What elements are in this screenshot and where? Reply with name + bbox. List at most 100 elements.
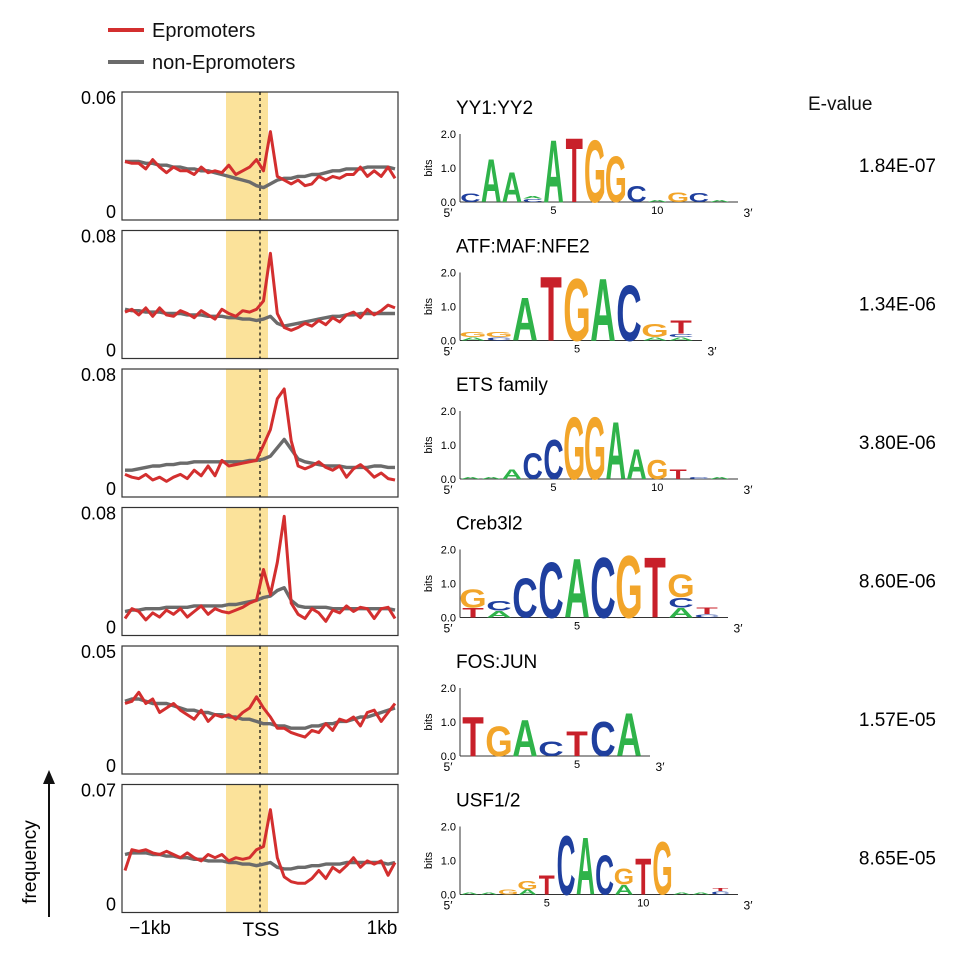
logo-letter-2-3-1: A bbox=[512, 285, 537, 354]
logo-letter-4-5-1: A bbox=[564, 541, 589, 636]
logo-letter-5-6-1: C bbox=[590, 712, 615, 767]
logo-letter-5-1-1: T bbox=[462, 704, 484, 768]
logo-letter-3-12-1: C bbox=[689, 477, 709, 480]
legend-label-non-epromoters: non-Epromoters bbox=[152, 52, 295, 74]
logo-letter-2-8-2: G bbox=[641, 320, 668, 341]
logo-three-prime-5: 3′ bbox=[656, 760, 666, 774]
logo-three-prime-1: 3′ bbox=[744, 206, 754, 220]
evalue-2: 1.34E-06 bbox=[859, 295, 936, 316]
evalue-4: 8.60E-06 bbox=[859, 572, 936, 593]
legend: Epromoters non-Epromoters bbox=[108, 20, 295, 74]
logo-letter-6-10-1: T bbox=[635, 848, 651, 906]
y-tick-max-3: 0.08 bbox=[81, 365, 116, 385]
logo-y-tick-4-2: 2.0 bbox=[441, 545, 456, 557]
logo-letter-1-12-1: C bbox=[689, 190, 710, 205]
logo-letter-5-4-1: C bbox=[538, 738, 563, 761]
logo-letter-3-5-1: C bbox=[543, 430, 563, 492]
tss-highlight-1 bbox=[226, 92, 268, 220]
logo-letter-5-3-1: A bbox=[512, 710, 537, 767]
logo-letter-6-12-1: A bbox=[672, 892, 691, 895]
logo-letter-5-2-1: G bbox=[485, 719, 512, 766]
motif-name-2: ATF:MAF:NFE2 bbox=[456, 237, 590, 258]
logo-letter-6-13-1: A bbox=[692, 892, 711, 895]
tss-highlight-3 bbox=[226, 369, 268, 497]
motif-name-6: USF1/2 bbox=[456, 791, 520, 812]
motif-name-1: YY1:YY2 bbox=[456, 98, 533, 119]
logo-letter-2-4-1: T bbox=[540, 257, 562, 360]
logo-bits-label-3: bits bbox=[423, 436, 435, 454]
logo-bits-label-5: bits bbox=[423, 713, 435, 731]
chart-panel-6: 0.070USF1/28.65E-050.01.02.0bits5′ 3′5 10A… bbox=[81, 781, 936, 915]
logo-letter-3-8-1: A bbox=[606, 405, 626, 497]
logo-letter-2-5-1: G bbox=[563, 262, 590, 361]
logo-letter-3-13-1: A bbox=[709, 477, 729, 480]
logo-five-prime-2: 5′ bbox=[444, 345, 454, 359]
logo-bits-label-2: bits bbox=[423, 297, 435, 315]
logo-y-tick-3-1: 1.0 bbox=[441, 440, 456, 452]
logo-pos-tick-1-1: 10 bbox=[651, 205, 663, 217]
logo-letter-3-6-1: G bbox=[563, 399, 585, 499]
logo-letter-6-7-1: A bbox=[576, 820, 595, 912]
logo-letter-6-11-1: G bbox=[652, 826, 672, 910]
logo-letter-6-6-1: C bbox=[557, 819, 576, 914]
logo-letter-3-10-1: G bbox=[646, 454, 668, 485]
y-tick-zero-1: 0 bbox=[106, 202, 116, 222]
logo-letter-2-6-1: A bbox=[590, 262, 615, 361]
logo-five-prime-4: 5′ bbox=[444, 622, 454, 636]
logo-letter-2-7-1: C bbox=[616, 269, 641, 358]
logo-three-prime-6: 3′ bbox=[744, 899, 754, 913]
y-tick-max-1: 0.06 bbox=[81, 88, 116, 108]
logo-letter-3-7-1: G bbox=[584, 399, 606, 499]
evalue-5: 1.57E-05 bbox=[859, 710, 936, 731]
logo-letter-6-5-1: T bbox=[539, 869, 555, 901]
logo-letter-1-11-1: G bbox=[667, 189, 689, 205]
logo-letter-1-10-1: A bbox=[647, 200, 667, 203]
logo-letter-3-3-1: A bbox=[502, 466, 522, 482]
logo-letter-1-5-1: A bbox=[543, 122, 563, 222]
logo-y-tick-2-2: 2.0 bbox=[441, 268, 456, 280]
logo-letter-6-8-1: C bbox=[595, 844, 614, 907]
logo-letter-4-9-3: G bbox=[667, 568, 694, 605]
motif-name-5: FOS:JUN bbox=[456, 652, 537, 673]
logo-bits-label-6: bits bbox=[423, 851, 435, 869]
logo-letter-2-2-2: G bbox=[485, 331, 512, 339]
logo-five-prime-3: 5′ bbox=[444, 483, 454, 497]
evalue-6: 8.65E-05 bbox=[859, 849, 936, 870]
logo-letter-4-8-1: T bbox=[644, 540, 666, 637]
logo-letter-5-5-1: T bbox=[566, 725, 588, 764]
logo-y-tick-5-1: 1.0 bbox=[441, 717, 456, 729]
logo-letter-2-9-3: T bbox=[670, 316, 692, 337]
logo-y-tick-1-1: 1.0 bbox=[441, 163, 456, 175]
logo-three-prime-3: 3′ bbox=[744, 483, 754, 497]
y-axis-arrowhead bbox=[43, 770, 55, 784]
tss-highlight-2 bbox=[226, 231, 268, 359]
logo-y-tick-3-2: 2.0 bbox=[441, 406, 456, 418]
logo-letter-1-9-1: C bbox=[626, 182, 646, 207]
evalue-1: 1.84E-07 bbox=[859, 156, 936, 177]
logo-letter-6-9-2: G bbox=[614, 864, 634, 889]
y-tick-max-2: 0.08 bbox=[81, 227, 116, 247]
logo-letter-4-10-2: T bbox=[696, 606, 718, 616]
logo-bits-label-4: bits bbox=[423, 574, 435, 592]
x-axis-labels: −1kb TSS 1kb bbox=[129, 918, 397, 941]
logo-letter-6-3-1: G bbox=[498, 889, 518, 897]
logo-five-prime-6: 5′ bbox=[444, 899, 454, 913]
motif-name-4: Creb3l2 bbox=[456, 514, 523, 535]
y-tick-zero-5: 0 bbox=[106, 756, 116, 776]
motif-name-3: ETS family bbox=[456, 375, 548, 396]
logo-y-tick-5-2: 2.0 bbox=[441, 683, 456, 695]
logo-letter-4-2-2: C bbox=[486, 598, 511, 614]
logo-letter-4-3-1: C bbox=[512, 566, 537, 630]
logo-three-prime-4: 3′ bbox=[734, 622, 744, 636]
chart-panel-2: 0.08 0 ATF:MAF:NFE2 1.34E-06 0.0 1.0 2.0 bits 5′… bbox=[81, 227, 936, 361]
panels: 0.060YY1:YY21.84E-070.01.02.0bits5′ 3′5 10… bbox=[81, 88, 936, 915]
logo-letter-3-4-1: C bbox=[523, 446, 543, 488]
logo-letter-6-1-1: A bbox=[460, 892, 479, 895]
logo-y-tick-4-1: 1.0 bbox=[441, 579, 456, 591]
y-tick-zero-3: 0 bbox=[106, 479, 116, 499]
logo-letter-4-1-2: G bbox=[459, 584, 486, 613]
x-label-left: −1kb bbox=[129, 918, 171, 939]
